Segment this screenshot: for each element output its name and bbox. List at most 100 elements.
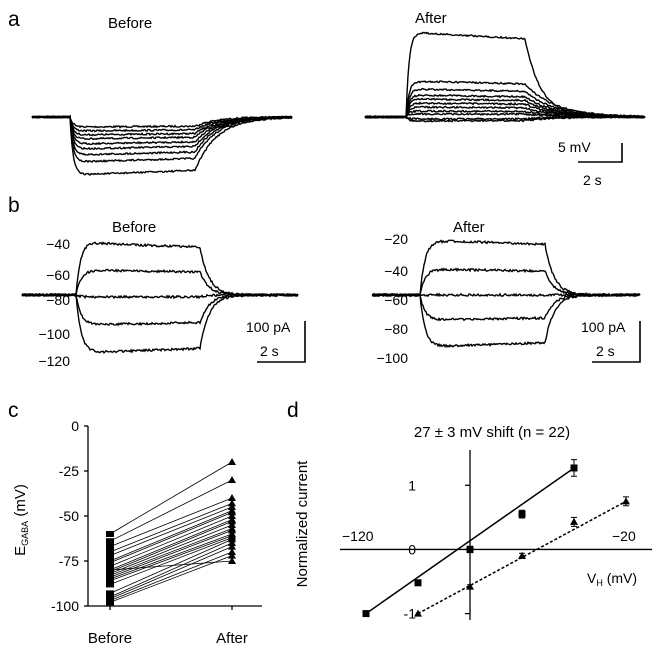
panel-c-pair-line-11 <box>109 524 233 574</box>
panel-c-pair-line-16 <box>109 539 233 594</box>
panel-c-after-point-18 <box>228 542 236 550</box>
panel-d-point-after-5 <box>622 497 630 505</box>
panel-c-after-point-8 <box>228 512 236 519</box>
panel-c-after-point-3 <box>228 494 236 501</box>
panel-d-point-after-2 <box>466 582 474 590</box>
panel-d-chart: 27 ± 3 mV shift (n = 22) Normalized curr… <box>294 424 652 622</box>
panel-c-pair-line-2 <box>109 479 233 542</box>
panel-c-pair-line-3 <box>109 497 233 547</box>
panel-c-pair-line-13 <box>109 530 233 578</box>
panel-b-left-scale-bar <box>257 321 306 363</box>
panel-a-letter: a <box>8 8 20 31</box>
panel-c-pair-line-9 <box>109 519 233 571</box>
panel-d-point-after-1 <box>414 609 422 617</box>
panel-b-after-traces <box>371 239 641 349</box>
panel-c-after-point-10 <box>228 517 236 525</box>
panel-c-after-point-17 <box>228 539 236 546</box>
panel-d-title: 27 ± 3 mV shift (n = 22) <box>414 424 570 441</box>
panel-b-letter: b <box>8 194 20 217</box>
panel-c-y-ticks: 0 -25 -50 -75 -100 <box>51 418 79 614</box>
panel-b-left-tick-4: −100 <box>38 326 70 342</box>
panel-c-after-point-21 <box>228 557 236 564</box>
panel-c-after-point-11 <box>228 521 236 528</box>
panel-d-x-axis-label: VH (mV) <box>587 570 637 588</box>
panel-c-after-point-19 <box>228 548 236 555</box>
panel-c-pair-line-14 <box>109 533 233 580</box>
panel-d-point-before-2 <box>414 579 422 587</box>
panel-b-left-scale-current: 100 pA <box>246 319 291 335</box>
panel-c-pair-line-21 <box>109 560 233 571</box>
panel-c-pair-line-5 <box>109 506 233 556</box>
panel-d-ytick-1: 1 <box>408 477 416 493</box>
panel-c-ytick-3: -75 <box>59 553 79 569</box>
panel-b-after-trace-5 <box>371 292 640 349</box>
panel-c-ytick-0: 0 <box>71 418 79 434</box>
panel-b-after-trace-2 <box>371 267 641 298</box>
panel-c-before-point-21 <box>106 567 114 573</box>
panel-c-chart: 0 -25 -50 -75 -100 EGABA (mV) Before Aft… <box>12 418 262 647</box>
panel-c-pair-line-4 <box>109 503 233 553</box>
panel-a-after-traces <box>364 31 646 123</box>
panel-b-left-scale-time: 2 s <box>260 343 279 359</box>
panel-d-xlabel-unit: (mV) <box>603 570 637 586</box>
panel-c-before-point-15 <box>106 577 114 584</box>
panel-d-xlabel-main: V <box>587 570 597 586</box>
panel-b-left-tick-1: −40 <box>46 236 70 252</box>
panel-c-ytick-1: -25 <box>59 463 79 479</box>
panel-c-before-point-4 <box>106 549 114 555</box>
panel-a-after-trace-10 <box>364 80 646 119</box>
panel-d-point-before-3 <box>466 545 474 553</box>
panel-c-after-point-22 <box>228 533 236 541</box>
panel-c-before-point-16 <box>106 590 114 597</box>
panel-c-before-point-7 <box>106 559 114 566</box>
panel-c-xtick-after: After <box>216 630 248 647</box>
panel-c-before-point-8 <box>106 563 114 570</box>
panel-a-scale-bar <box>578 143 623 163</box>
panel-a-before-traces <box>31 114 293 176</box>
panel-b-right-scale-bar <box>592 321 641 363</box>
panel-b-before-trace-5 <box>21 292 299 354</box>
panel-a-after-label: After <box>415 10 447 27</box>
panel-c-before-point-22 <box>106 581 114 588</box>
panel-a-after-trace-9 <box>364 87 646 120</box>
panel-c-pair-line-19 <box>109 551 233 601</box>
panel-c-pair-line-15 <box>109 535 233 582</box>
panel-d-point-before-1 <box>362 610 370 618</box>
panel-b-after-label: After <box>453 219 485 236</box>
panel-a-scale-time: 2 s <box>583 172 602 188</box>
panel-d-annotation-right: −20 <box>612 528 636 544</box>
panel-d-letter: d <box>287 399 299 422</box>
panel-b-before-label: Before <box>112 219 156 236</box>
panel-c-pair-line-8 <box>109 515 233 567</box>
panel-c-pair-line-1 <box>109 461 233 535</box>
panel-c-after-point-4 <box>228 499 236 507</box>
panel-b-right-scale-time: 2 s <box>596 343 615 359</box>
panel-c-after-point-2 <box>228 476 236 483</box>
panel-d-fit-line-before <box>365 467 575 615</box>
panel-a-scale-voltage: 5 mV <box>558 139 591 155</box>
panel-c-pair-line-20 <box>109 555 233 603</box>
panel-c-after-point-5 <box>228 503 236 510</box>
panel-d-point-after-3 <box>518 551 526 559</box>
panel-d-point-before-4 <box>518 510 526 518</box>
panel-b-right-tick-4: −80 <box>384 321 408 337</box>
panel-a-before-trace-7 <box>32 114 293 156</box>
panel-b-left-tick-5: −120 <box>38 353 70 369</box>
panel-c-pair-line-17 <box>109 542 233 598</box>
panel-c-before-point-20 <box>106 599 114 606</box>
panel-c-after-point-20 <box>228 551 236 559</box>
panel-c-xtick-before: Before <box>88 630 132 647</box>
panel-c-ytick-4: -100 <box>51 598 79 614</box>
panel-b-after-trace-1 <box>371 239 641 298</box>
panel-d-fit-line-after <box>417 500 627 615</box>
panel-b-left-tick-2: −60 <box>46 267 70 283</box>
panel-a-before-trace-8 <box>31 115 293 164</box>
panel-c-before-point-1 <box>106 531 114 537</box>
panel-d-annotation-left: −120 <box>342 528 374 544</box>
panel-c-after-point-1 <box>228 458 236 465</box>
panel-a-before-trace-9 <box>31 115 293 176</box>
panel-c-pair-line-22 <box>109 537 233 585</box>
panel-b-right-tick-1: −20 <box>384 231 408 247</box>
panel-b-right-tick-5: −100 <box>376 350 408 366</box>
